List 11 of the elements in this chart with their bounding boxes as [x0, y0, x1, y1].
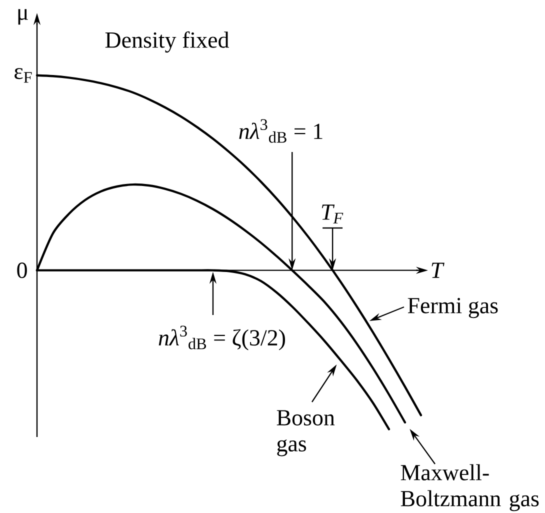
legend-label: Boson gas — [276, 410, 335, 456]
text: 0 — [17, 262, 27, 278]
annotation: nλ$^{3}$$_{dB}$ = ζ(3/2) — [158, 326, 285, 350]
x-axis-title: T — [432, 262, 444, 278]
text: Density fixed — [105, 31, 230, 53]
y-axis-title: μ — [18, 9, 28, 25]
legend-label: Maxwell-Boltzmann gas — [400, 464, 539, 512]
annotation: nλ$^{3}$$_{dB}$ = 1 — [239, 119, 322, 143]
annotation: T$_{F}$ — [322, 204, 344, 224]
legend-label: Fermi gas — [408, 298, 498, 318]
text: ε$_{F}$ — [14, 68, 32, 83]
